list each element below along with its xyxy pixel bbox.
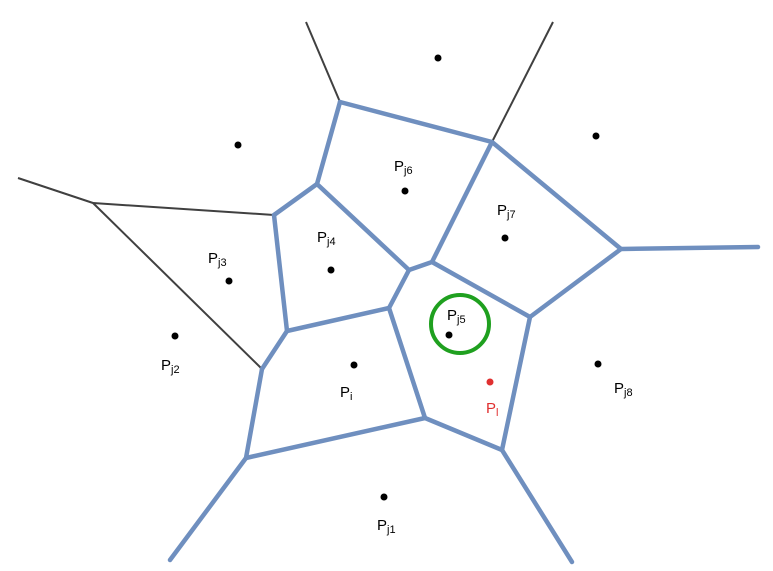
voronoi-edge-thin [92, 202, 263, 370]
site-point-pj8 [594, 360, 602, 368]
site-label-sub: j3 [217, 257, 227, 269]
site-label-sub: j7 [506, 209, 516, 221]
site-label-pi: Pi [340, 384, 352, 403]
site-label-pj3: Pj3 [208, 250, 227, 269]
site-label-main: P [497, 202, 507, 219]
voronoi-edge-thick [167, 455, 249, 563]
voronoi-edge-thick [243, 415, 428, 461]
site-point-top [434, 54, 442, 62]
site-point-pj6 [401, 187, 409, 195]
site-label-main: P [377, 517, 387, 534]
site-label-sub: l [496, 407, 498, 419]
voronoi-edge-thick [284, 305, 392, 334]
voronoi-edge-thin [92, 202, 275, 216]
voronoi-edge-thin [305, 21, 341, 103]
site-point-pl [486, 378, 494, 386]
site-label-pj1: Pj1 [377, 517, 396, 536]
voronoi-edge-thick [314, 99, 343, 187]
voronoi-edge-thick [429, 139, 495, 265]
voronoi-edge-thick [499, 314, 533, 453]
voronoi-edge-thick [429, 259, 533, 320]
voronoi-edge-thick [618, 244, 761, 252]
site-point-pj4 [327, 266, 335, 274]
site-label-main: P [447, 307, 457, 324]
site-label-main: P [317, 229, 327, 246]
site-label-pj5: Pj5 [447, 307, 466, 326]
site-label-main: P [486, 400, 496, 417]
site-label-sub: j1 [386, 524, 396, 536]
site-point-upper-right [592, 132, 600, 140]
site-label-main: P [614, 380, 624, 397]
site-label-sub: j8 [623, 387, 633, 399]
site-label-main: P [340, 384, 350, 401]
site-label-pj7: Pj7 [497, 202, 516, 221]
voronoi-edge-thick [271, 212, 290, 334]
site-point-upper-left [234, 141, 242, 149]
voronoi-edge-thin [491, 21, 554, 143]
site-label-sub: j2 [170, 364, 180, 376]
site-point-pj1 [380, 493, 388, 501]
empty-circle [429, 293, 491, 355]
site-label-pj8: Pj8 [614, 380, 633, 399]
site-label-pj2: Pj2 [161, 357, 180, 376]
voronoi-edge-thick [337, 99, 495, 145]
voronoi-edge-thick [499, 447, 575, 565]
site-label-main: P [394, 158, 404, 175]
voronoi-edge-thick [489, 139, 624, 252]
voronoi-edge-thick [422, 415, 505, 453]
voronoi-edge-thick [386, 305, 428, 421]
site-label-sub: j5 [456, 314, 466, 326]
site-label-pl: Pl [486, 400, 498, 419]
voronoi-edge-thick [386, 267, 412, 311]
site-point-pj5 [445, 331, 453, 339]
site-label-main: P [161, 357, 171, 374]
site-point-pi [350, 361, 358, 369]
voronoi-edge-thick [243, 366, 265, 461]
site-label-sub: j6 [403, 165, 413, 177]
site-label-main: P [208, 250, 218, 267]
voronoi-edge-thick [406, 259, 435, 273]
site-point-pj7 [501, 234, 509, 242]
site-point-pj2 [171, 332, 179, 340]
voronoi-edge-thick [271, 181, 320, 218]
site-point-pj3 [225, 277, 233, 285]
voronoi-edge-thick [259, 328, 290, 372]
site-label-sub: i [350, 391, 352, 403]
voronoi-edge-thin [17, 177, 94, 204]
voronoi-edge-thick [314, 181, 412, 273]
voronoi-edge-thick [527, 246, 624, 320]
site-label-sub: j4 [326, 236, 336, 248]
site-label-pj4: Pj4 [317, 229, 336, 248]
site-label-pj6: Pj6 [394, 158, 413, 177]
